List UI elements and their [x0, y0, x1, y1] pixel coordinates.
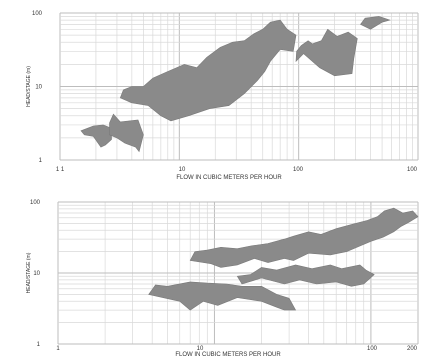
x-tick-label: 100 [293, 167, 304, 173]
performance-area-4 [295, 28, 358, 77]
x-tick-label: 200 [407, 346, 418, 352]
performance-area-2 [109, 113, 144, 153]
y-tick-label: 1 [39, 158, 43, 164]
y-tick-label: 100 [32, 11, 43, 17]
x-tick-label: 1 1 [56, 167, 65, 173]
y-tick-label: 10 [33, 271, 40, 277]
x-tick-label: 100 [367, 346, 378, 352]
x-tick-label: 10 [179, 167, 186, 173]
y-tick-label: 10 [35, 85, 42, 91]
performance-area-1 [148, 281, 297, 311]
performance-area-2 [236, 264, 375, 287]
y-axis-label: HEAD/STAGE (m) [26, 66, 32, 107]
y-axis-label: HEAD/STAGE (m) [26, 252, 32, 293]
x-axis-label: FLOW IN CUBIC METERS PER HOUR [176, 175, 282, 181]
x-tick-label: 1 [56, 346, 60, 352]
y-tick-label: 1 [37, 342, 41, 348]
chart-2: 1 10 100 1 10 100 200 FLOW IN CUBIC METERS PER … [26, 200, 419, 358]
x-tick-label: 10 [197, 346, 204, 352]
chart-1: 1 10 100 1 1 10 100 100 FLOW IN CUBIC METERS PE… [26, 11, 419, 181]
x-tick-label: 100 [407, 167, 418, 173]
performance-area-3 [119, 19, 297, 122]
x-axis-label: FLOW IN CUBIC METERS PER HOUR [175, 352, 281, 358]
performance-area-3 [189, 207, 419, 268]
y-tick-label: 100 [30, 200, 41, 206]
performance-area-5 [360, 16, 391, 30]
